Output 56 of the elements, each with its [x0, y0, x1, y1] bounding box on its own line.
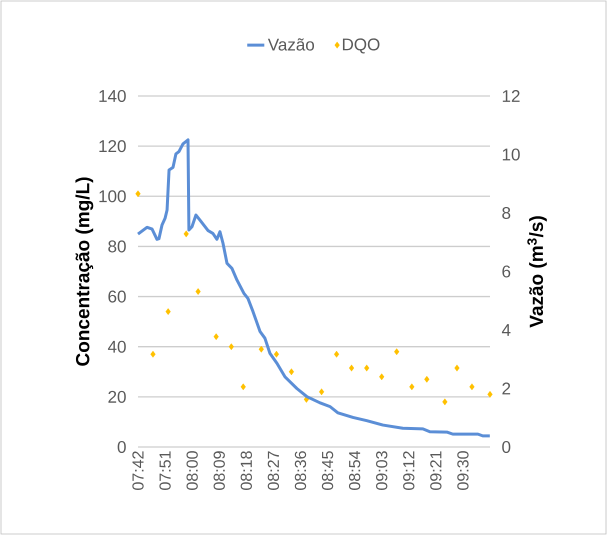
point [288, 368, 294, 376]
x-tick-label: 08:09 [214, 451, 225, 490]
point [184, 230, 189, 238]
point [258, 346, 264, 353]
point [135, 190, 141, 198]
y-tick-label: 40 [108, 340, 126, 353]
legend-label: Vazão [268, 38, 314, 51]
point [364, 364, 370, 372]
y2-tick-label: 0 [502, 440, 510, 454]
x-tick-label: 08:45 [322, 451, 334, 490]
y-tick-label: 60 [108, 290, 126, 303]
y2-tick-label: 4 [502, 324, 510, 336]
point [409, 383, 414, 390]
point [487, 390, 493, 398]
point [424, 376, 430, 383]
x-tick-label: 08:27 [268, 451, 280, 490]
point [348, 364, 354, 372]
point [318, 388, 324, 396]
x-tick-label: 09:03 [376, 451, 388, 490]
point [442, 398, 448, 406]
y-tick-label: 80 [108, 240, 126, 252]
x-tick-label: 08:00 [186, 451, 198, 490]
point [228, 343, 234, 350]
point [394, 348, 400, 356]
point [334, 350, 340, 358]
line-series [136, 138, 492, 438]
point [454, 364, 460, 372]
y-tick-label: 0 [118, 440, 126, 454]
y2-tick-label: 2 [502, 382, 510, 394]
x-tick-label: 08:54 [348, 451, 360, 490]
point [240, 383, 246, 390]
point [214, 333, 219, 340]
y2-tick-label: 6 [502, 265, 510, 278]
y2-tick-label: 8 [502, 206, 510, 220]
y2-tick-label: 10 [502, 148, 520, 161]
point [274, 350, 280, 358]
x-tick-label: 07:51 [159, 451, 171, 490]
y-tick-label: 100 [99, 190, 126, 202]
x-tick-label: 08:18 [240, 451, 252, 490]
x-tick-label: 09:30 [457, 451, 469, 490]
point [150, 350, 156, 358]
y2-tick-label: 12 [502, 90, 520, 102]
x-tick-label: 09:12 [403, 451, 414, 490]
y-axis-title: Concentração (mg/L) [75, 177, 94, 366]
point [379, 373, 384, 380]
x-tick-label: 08:36 [294, 451, 306, 490]
x-tick-label: 09:21 [430, 451, 442, 490]
y-tick-label: 120 [99, 140, 126, 152]
y2-axis-title: Vazão (m$^{3}$/s) [527, 216, 547, 328]
legend-label: DQO [342, 38, 380, 54]
point [166, 308, 171, 316]
x-tick-label: 07:42 [132, 451, 144, 490]
point [196, 288, 201, 295]
y-tick-label: 140 [99, 90, 126, 102]
point [469, 383, 475, 390]
y-tick-label: 20 [108, 390, 126, 403]
